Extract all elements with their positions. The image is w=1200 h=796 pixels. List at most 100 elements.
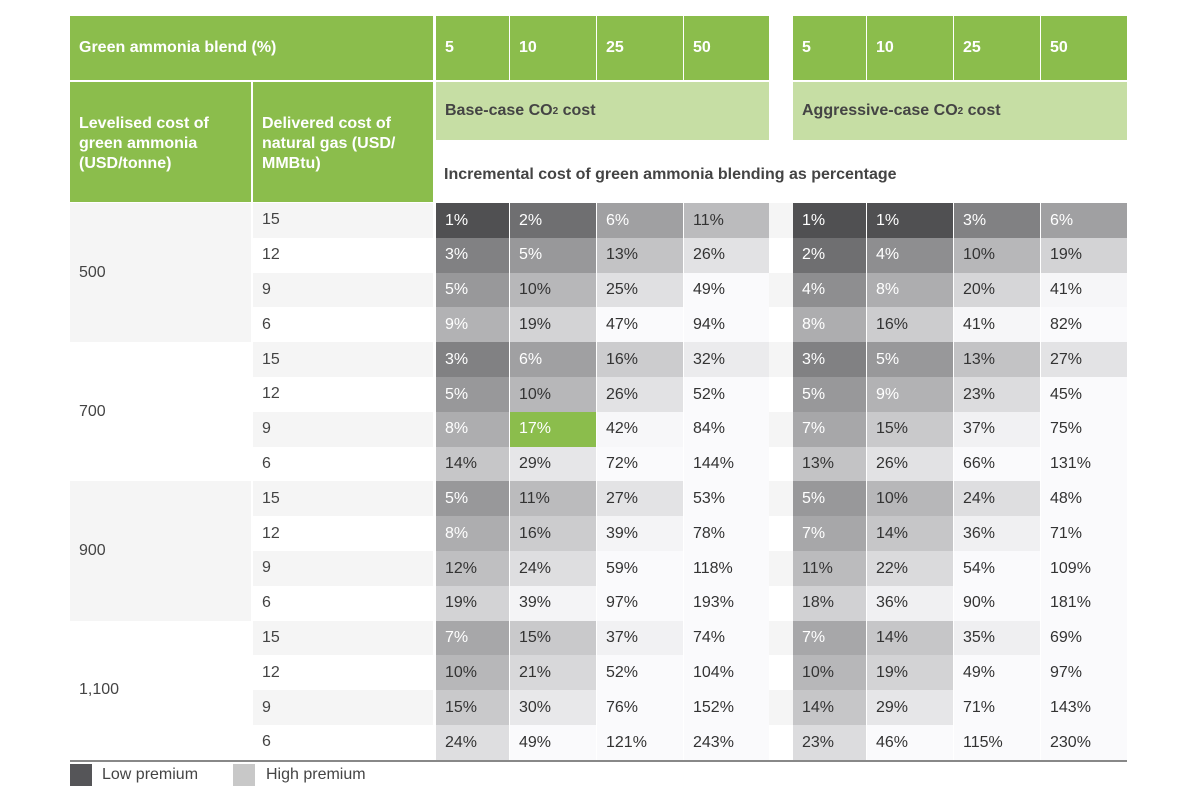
gas-cost-label: 6 (253, 446, 433, 482)
heatmap-cell: 53% (684, 481, 769, 517)
heatmap-cell: 97% (597, 585, 683, 622)
gas-cost-label: 6 (253, 725, 433, 760)
heatmap-cell: 27% (1041, 342, 1127, 378)
row-stripe-gap (769, 237, 793, 273)
heatmap-cell: 74% (684, 620, 769, 656)
heatmap-cell: 42% (597, 411, 683, 448)
heatmap-cell: 26% (597, 377, 683, 413)
heatmap-cell: 1% (867, 203, 953, 239)
aggressive-case-header: Aggressive-case CO 2 cost (793, 82, 1127, 140)
heatmap-cell: 82% (1041, 307, 1127, 343)
lcoa-group-bg (70, 342, 251, 482)
heatmap-cell: 16% (597, 342, 683, 378)
legend-low-swatch (70, 764, 92, 786)
heatmap-cell: 10% (510, 272, 596, 308)
heatmap-cell: 72% (597, 446, 683, 482)
lcoa-group-bg (70, 203, 251, 343)
row-stripe-gap (769, 307, 793, 343)
lcoa-group-bg (70, 481, 251, 621)
heatmap-cell: 39% (510, 585, 596, 622)
heatmap-cell: 5% (436, 481, 509, 517)
heatmap-cell: 11% (684, 203, 769, 239)
heatmap-cell: 3% (793, 342, 866, 378)
aggressive-blend-header: 25 (954, 16, 1040, 80)
heatmap-cell: 19% (867, 655, 953, 691)
heatmap-cell: 7% (793, 620, 866, 656)
heatmap-cell: 75% (1041, 411, 1127, 448)
gas-cost-label: 15 (253, 342, 433, 377)
aggressive-blend-header: 10 (867, 16, 953, 80)
heatmap-cell: 71% (1041, 516, 1127, 552)
gas-cost-label: 9 (253, 272, 433, 308)
row-stripe-gap (769, 481, 793, 517)
heatmap-cell: 59% (597, 551, 683, 587)
heatmap-cell: 104% (684, 655, 769, 691)
row-stripe-gap (769, 655, 793, 691)
heatmap-cell: 36% (867, 585, 953, 622)
row-stripe-gap (769, 446, 793, 482)
heatmap-cell: 14% (793, 690, 866, 726)
heatmap-cell: 243% (684, 725, 769, 761)
row-stripe-gap (769, 272, 793, 308)
heatmap-cell: 41% (954, 307, 1040, 343)
heatmap-cell: 143% (1041, 690, 1127, 726)
heatmap-cell: 41% (1041, 272, 1127, 308)
base-blend-header: 10 (510, 16, 596, 80)
row-stripe-gap (769, 725, 793, 760)
heatmap-cell: 94% (684, 307, 769, 343)
heatmap-cell: 32% (684, 342, 769, 378)
heatmap-cell: 5% (867, 342, 953, 378)
heatmap-cell: 13% (954, 342, 1040, 378)
heatmap-cell: 4% (867, 237, 953, 274)
heatmap-cell: 84% (684, 411, 769, 448)
heatmap-cell: 37% (954, 411, 1040, 448)
heatmap-cell: 109% (1041, 551, 1127, 587)
heatmap-cell: 71% (954, 690, 1040, 726)
heatmap-cell: 14% (436, 446, 509, 482)
legend-high-label: High premium (266, 766, 366, 783)
lcoa-label: 900 (79, 541, 106, 559)
heatmap-cell: 1% (793, 203, 866, 239)
heatmap-cell: 36% (954, 516, 1040, 552)
gas-cost-label: 6 (253, 585, 433, 621)
heatmap-cell: 20% (954, 272, 1040, 308)
gas-cost-label: 9 (253, 690, 433, 725)
lcoa-label: 500 (79, 263, 106, 281)
heatmap-cell: 27% (597, 481, 683, 517)
heatmap-cell: 5% (436, 272, 509, 308)
lcoa-label: 700 (79, 402, 106, 420)
heatmap-cell: 23% (954, 377, 1040, 413)
heatmap-cell: 8% (793, 307, 866, 343)
gas-cost-label: 9 (253, 411, 433, 447)
heatmap-cell: 26% (684, 237, 769, 274)
row-stripe-gap (769, 551, 793, 586)
heatmap-cell: 19% (1041, 237, 1127, 274)
heatmap-cell: 12% (436, 551, 509, 587)
heatmap-cell: 230% (1041, 725, 1127, 761)
base-blend-header: 50 (684, 16, 769, 80)
lcoa-label: 1,100 (79, 681, 120, 699)
heatmap-cell: 6% (1041, 203, 1127, 239)
heatmap-cell: 2% (510, 203, 596, 239)
heatmap-cell: 144% (684, 446, 769, 482)
heatmap-cell: 121% (597, 725, 683, 761)
row-stripe-gap (769, 620, 793, 656)
heatmap-cell: 5% (436, 377, 509, 413)
gas-cost-label: 9 (253, 551, 433, 586)
heatmap-cell: 45% (1041, 377, 1127, 413)
heatmap-cell: 1% (436, 203, 509, 239)
legend-low-label: Low premium (102, 766, 199, 783)
heatmap-cell: 29% (510, 446, 596, 482)
heatmap-cell: 6% (597, 203, 683, 239)
heatmap-cell: 2% (793, 237, 866, 274)
heatmap-cell: 23% (793, 725, 866, 761)
heatmap-cell: 7% (793, 411, 866, 448)
heatmap-cell: 49% (954, 655, 1040, 691)
heatmap-cell: 3% (436, 342, 509, 378)
heatmap-cell: 115% (954, 725, 1040, 761)
gas-cost-label: 15 (253, 620, 433, 656)
heatmap-cell: 11% (793, 551, 866, 587)
heatmap-cell: 8% (436, 516, 509, 552)
gas-cost-label: 12 (253, 516, 433, 551)
base-blend-header: 5 (436, 16, 509, 80)
